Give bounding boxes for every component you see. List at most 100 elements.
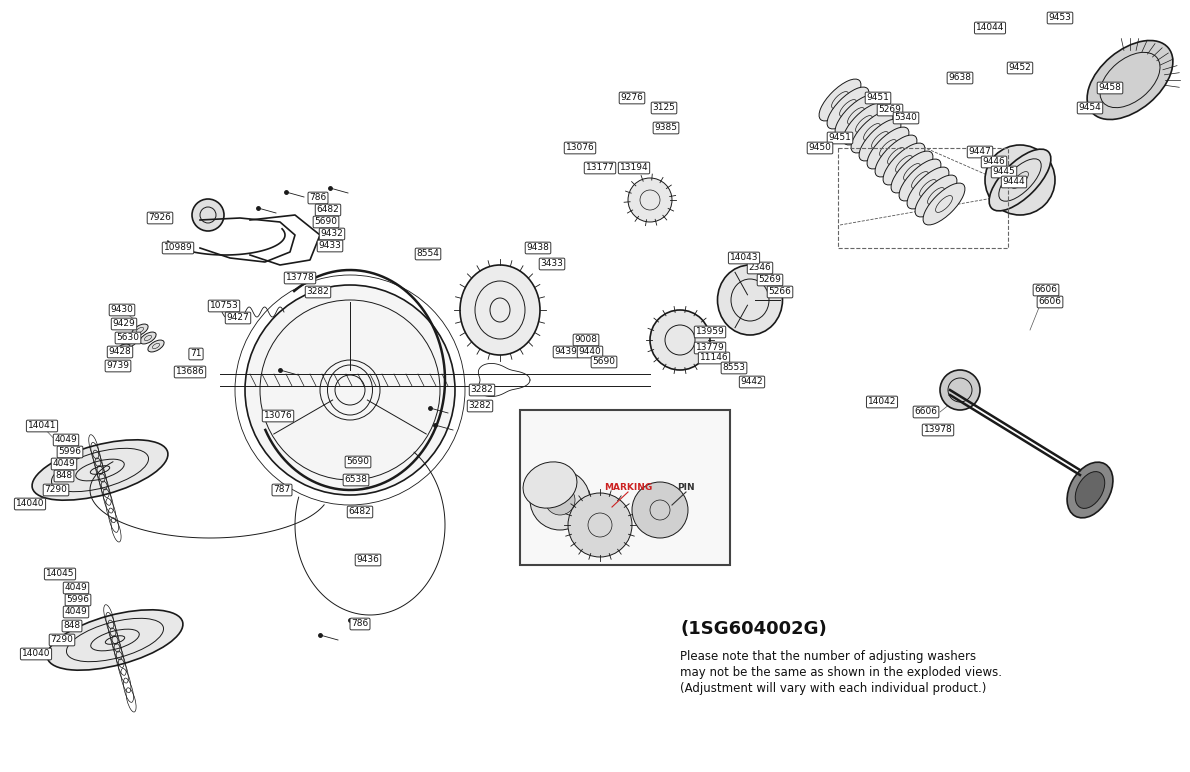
Text: 3282: 3282 — [470, 385, 494, 394]
Text: 9452: 9452 — [1009, 63, 1032, 73]
Ellipse shape — [859, 119, 901, 161]
Text: 13177: 13177 — [585, 164, 614, 172]
Circle shape — [628, 178, 672, 222]
Text: 13778: 13778 — [286, 273, 314, 283]
Text: 9638: 9638 — [948, 73, 971, 83]
Text: (Adjustment will vary with each individual product.): (Adjustment will vary with each individu… — [679, 682, 987, 695]
Circle shape — [632, 482, 688, 538]
Text: 3282: 3282 — [469, 401, 491, 411]
Text: 13194: 13194 — [620, 164, 649, 172]
Text: 5690: 5690 — [593, 357, 615, 367]
Ellipse shape — [114, 344, 130, 356]
Text: may not be the same as shown in the exploded views.: may not be the same as shown in the expl… — [679, 666, 1002, 679]
Text: 14043: 14043 — [729, 253, 758, 262]
Text: 9446: 9446 — [983, 157, 1006, 167]
Ellipse shape — [1088, 40, 1173, 120]
Text: 13076: 13076 — [264, 411, 293, 421]
Text: MARKING: MARKING — [603, 483, 652, 493]
Text: 13779: 13779 — [696, 344, 725, 353]
Ellipse shape — [524, 462, 577, 508]
Ellipse shape — [148, 340, 164, 352]
Ellipse shape — [875, 135, 917, 177]
Text: 9276: 9276 — [620, 93, 644, 103]
Circle shape — [192, 199, 224, 231]
Text: 9428: 9428 — [108, 347, 131, 357]
Text: 14042: 14042 — [868, 398, 896, 407]
Ellipse shape — [132, 324, 148, 336]
Text: 3433: 3433 — [540, 259, 563, 269]
Text: 13978: 13978 — [923, 425, 952, 435]
Text: 7290: 7290 — [44, 486, 68, 495]
Circle shape — [650, 310, 710, 370]
Ellipse shape — [843, 103, 885, 145]
Text: 9440: 9440 — [578, 347, 601, 357]
Text: 786: 786 — [351, 619, 369, 628]
Text: 6606: 6606 — [914, 408, 938, 417]
Ellipse shape — [284, 305, 415, 455]
Text: Please note that the number of adjusting washers: Please note that the number of adjusting… — [679, 650, 976, 663]
Text: 5269: 5269 — [758, 276, 782, 285]
Text: 9430: 9430 — [111, 306, 133, 314]
Text: 9438: 9438 — [526, 243, 550, 252]
Text: 9454: 9454 — [1078, 103, 1102, 113]
Text: 848: 848 — [63, 621, 81, 631]
Text: 14040: 14040 — [21, 649, 50, 659]
Text: 3282: 3282 — [307, 287, 330, 296]
Text: 9451: 9451 — [828, 134, 851, 143]
Text: 13686: 13686 — [176, 367, 205, 377]
Text: 5266: 5266 — [769, 287, 791, 296]
Ellipse shape — [1067, 462, 1113, 518]
Circle shape — [940, 370, 981, 410]
Text: 787: 787 — [274, 486, 290, 495]
Text: 7926: 7926 — [149, 214, 171, 222]
Ellipse shape — [883, 143, 925, 185]
Text: 3125: 3125 — [652, 103, 676, 113]
Text: 9429: 9429 — [113, 320, 136, 329]
Text: 5996: 5996 — [67, 595, 89, 604]
Text: 71: 71 — [190, 350, 202, 358]
Circle shape — [545, 485, 575, 515]
Text: 7290: 7290 — [50, 635, 74, 645]
Text: 8553: 8553 — [722, 364, 745, 373]
Text: 4049: 4049 — [55, 435, 77, 445]
Text: 9458: 9458 — [1098, 83, 1121, 93]
Ellipse shape — [835, 95, 877, 137]
Text: 13959: 13959 — [696, 327, 725, 337]
Text: 5340: 5340 — [895, 113, 917, 123]
Text: 6482: 6482 — [349, 507, 371, 516]
Text: 4049: 4049 — [52, 459, 75, 469]
Text: 5996: 5996 — [58, 448, 81, 456]
Ellipse shape — [32, 440, 168, 500]
Ellipse shape — [121, 336, 138, 348]
Text: 5690: 5690 — [314, 218, 338, 226]
Text: 4049: 4049 — [64, 584, 87, 592]
Text: 9432: 9432 — [320, 229, 344, 239]
Text: 9451: 9451 — [866, 93, 889, 103]
Ellipse shape — [915, 175, 957, 217]
Ellipse shape — [827, 87, 869, 129]
Ellipse shape — [461, 265, 540, 355]
Ellipse shape — [900, 159, 941, 201]
Text: 2346: 2346 — [749, 263, 771, 273]
Ellipse shape — [851, 111, 892, 153]
Bar — [520, 410, 729, 565]
Text: 14045: 14045 — [45, 570, 74, 578]
Text: 9427: 9427 — [226, 313, 250, 323]
Text: 9436: 9436 — [357, 556, 380, 564]
Text: 9453: 9453 — [1048, 13, 1071, 22]
Ellipse shape — [891, 151, 933, 193]
Ellipse shape — [140, 332, 156, 344]
Text: 6606: 6606 — [1034, 286, 1058, 294]
Text: (1SG604002G): (1SG604002G) — [679, 620, 827, 638]
Ellipse shape — [48, 610, 183, 670]
Text: 6606: 6606 — [1039, 297, 1061, 306]
Bar — [838, 148, 1008, 248]
Text: 13076: 13076 — [565, 144, 594, 153]
Text: 5269: 5269 — [878, 106, 902, 114]
Text: 10753: 10753 — [209, 302, 238, 310]
Ellipse shape — [718, 265, 783, 335]
Text: 6538: 6538 — [344, 476, 368, 485]
Ellipse shape — [868, 127, 909, 169]
Text: 14044: 14044 — [976, 23, 1004, 32]
Text: 5690: 5690 — [346, 458, 370, 466]
